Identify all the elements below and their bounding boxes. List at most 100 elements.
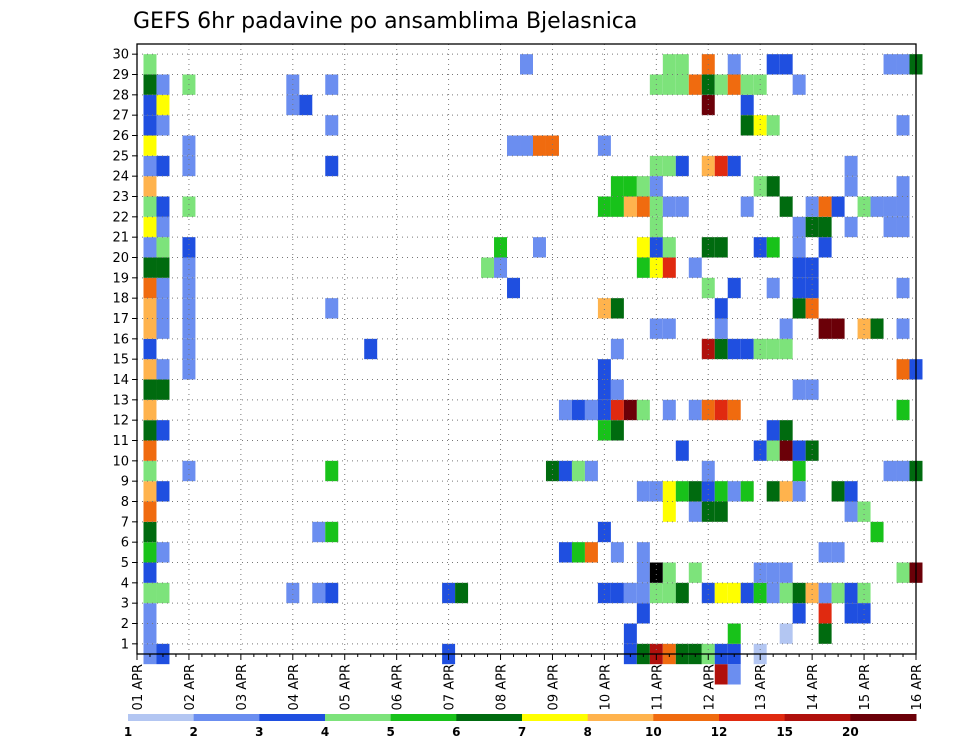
heatmap-cell [844, 481, 858, 502]
colorbar-label: 8 [583, 725, 591, 739]
heatmap-cell [143, 74, 157, 95]
heatmap-cell [727, 664, 741, 685]
heatmap-cell [325, 521, 339, 543]
heatmap-cell [143, 623, 157, 644]
heatmap-cell [766, 176, 780, 197]
heatmap-cell [636, 237, 650, 258]
heatmap-cell [753, 176, 767, 197]
heatmap-cell [831, 542, 845, 563]
heatmap-cell [701, 155, 715, 177]
heatmap-cell [597, 298, 611, 319]
heatmap-cell [688, 399, 702, 421]
heatmap-cell [156, 481, 170, 502]
heatmap-cell [896, 562, 910, 583]
heatmap-cell [649, 237, 663, 258]
heatmap-cell [896, 460, 910, 482]
heatmap-cell [571, 399, 585, 421]
heatmap-cell [545, 460, 559, 482]
heatmap-cell [688, 562, 702, 583]
heatmap-cell [143, 481, 157, 502]
heatmap-cell [740, 74, 754, 95]
heatmap-cell [610, 176, 624, 197]
heatmap-cell [156, 359, 170, 380]
heatmap-cell [675, 74, 689, 95]
colorbar-segment [522, 714, 589, 721]
heatmap-cell [831, 481, 845, 502]
heatmap-cell [610, 298, 624, 319]
colorbar-segment [784, 714, 851, 721]
y-tick-label: 18 [112, 292, 129, 307]
heatmap-cell [766, 338, 780, 360]
x-tick-label: 12 APR [702, 664, 717, 710]
y-tick-label: 6 [121, 536, 129, 551]
heatmap-cell [844, 155, 858, 177]
heatmap-cell [649, 318, 663, 339]
heatmap-cell [662, 318, 676, 339]
heatmap-cell [792, 74, 806, 95]
heatmap-cell [896, 176, 910, 197]
heatmap-cell [727, 399, 741, 421]
heatmap-cell [649, 257, 663, 278]
heatmap-cell [156, 318, 170, 339]
grid-lines [137, 44, 916, 654]
x-tick-label: 07 APR [443, 664, 458, 710]
colorbar-segment [456, 714, 523, 721]
heatmap-cell [507, 135, 521, 156]
heatmap-cell [727, 481, 741, 502]
heatmap-cell [714, 237, 728, 258]
heatmap-cell [156, 216, 170, 238]
heatmap-cell [870, 318, 884, 339]
heatmap-cell [805, 298, 819, 319]
heatmap-cell [896, 399, 910, 421]
heatmap-cell [662, 196, 676, 217]
heatmap-cell [143, 501, 157, 522]
heatmap-cell [753, 237, 767, 258]
heatmap-cell [143, 460, 157, 482]
y-tick-label: 28 [112, 88, 129, 103]
heatmap-cell [571, 460, 585, 482]
heatmap-cell [818, 582, 832, 604]
heatmap-cell [805, 582, 819, 604]
heatmap-cell [844, 176, 858, 197]
heatmap-cell [649, 196, 663, 217]
heatmap-cell [766, 481, 780, 502]
heatmap-cell [182, 318, 196, 339]
heatmap-cell [805, 440, 819, 461]
heatmap-cell [688, 501, 702, 522]
heatmap-cell [143, 420, 157, 441]
heatmap-cell [831, 318, 845, 339]
heatmap-cell [766, 277, 780, 299]
heatmap-cell [610, 196, 624, 217]
y-tick-label: 19 [112, 271, 129, 286]
heatmap-cell [143, 196, 157, 217]
heatmap-cell [792, 440, 806, 461]
heatmap-cell [584, 542, 598, 563]
heatmap-cell [143, 54, 157, 75]
heatmap-cell [792, 603, 806, 624]
heatmap-cell [714, 664, 728, 685]
heatmap-cell [714, 338, 728, 360]
heatmap-cell [818, 623, 832, 644]
heatmap-cell [740, 94, 754, 116]
x-tick-label: 11 APR [650, 664, 665, 710]
heatmap-cell [597, 582, 611, 604]
heatmap-cell [740, 196, 754, 217]
heatmap-cell [532, 237, 546, 258]
colorbar-label: 15 [776, 725, 793, 739]
heatmap-cell [662, 155, 676, 177]
heatmap-cell [792, 216, 806, 238]
heatmap-cell [286, 582, 300, 604]
heatmap-cell [156, 115, 170, 136]
heatmap-cell [156, 582, 170, 604]
heatmap-cell [727, 623, 741, 644]
heatmap-cell [740, 582, 754, 604]
heatmap-cell [143, 359, 157, 380]
heatmap-cell [636, 176, 650, 197]
heatmap-cell [143, 521, 157, 543]
x-tick-label: 15 APR [858, 664, 873, 710]
heatmap-cell [701, 460, 715, 482]
colorbar-label: 7 [518, 725, 526, 739]
y-tick-label: 16 [112, 332, 129, 347]
heatmap-cell [636, 481, 650, 502]
